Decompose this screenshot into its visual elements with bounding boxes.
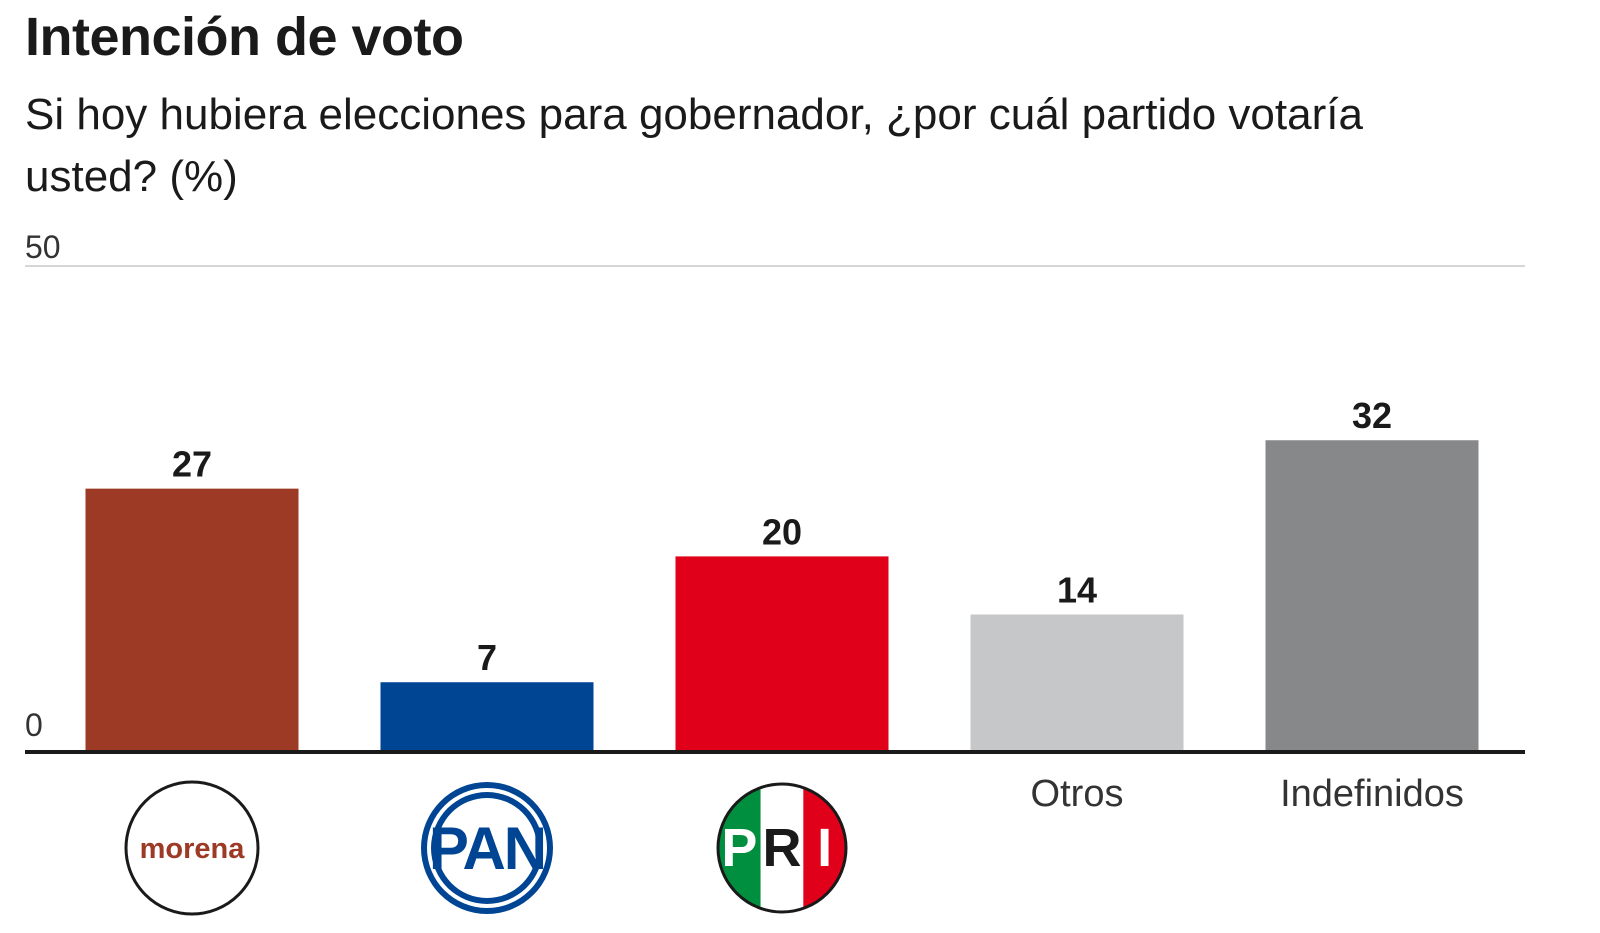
bar-morena (85, 488, 299, 750)
svg-text:morena: morena (140, 833, 246, 865)
chart-title: Intención de voto (25, 7, 464, 67)
bar-pri (675, 556, 889, 750)
svg-text:P: P (721, 818, 757, 878)
value-labels-group: 27 7 20 14 32 (172, 395, 1392, 678)
bar-pan (380, 682, 594, 750)
y-tick-zero: 0 (25, 707, 43, 743)
category-labels-group: Otros Indefinidos morena PAN P R I (124, 773, 1464, 916)
category-label-indefinidos: Indefinidos (1280, 773, 1464, 815)
chart-subtitle: Si hoy hubiera elecciones para gobernado… (25, 90, 1363, 201)
y-tick-max: 50 (25, 229, 61, 265)
pan-logo: PAN (421, 782, 553, 914)
bar-indefinidos (1265, 440, 1479, 750)
value-label-pri: 20 (762, 511, 802, 552)
value-label-otros: 14 (1057, 569, 1097, 610)
svg-text:R: R (763, 818, 802, 878)
value-label-morena: 27 (172, 444, 212, 485)
svg-text:I: I (817, 818, 832, 878)
bars-group (85, 440, 1479, 750)
value-label-indefinidos: 32 (1352, 395, 1392, 436)
svg-text:PAN: PAN (429, 815, 545, 882)
morena-logo: morena (124, 780, 260, 916)
bar-otros (970, 614, 1184, 750)
value-label-pan: 7 (477, 637, 497, 678)
category-label-otros: Otros (1031, 773, 1124, 815)
